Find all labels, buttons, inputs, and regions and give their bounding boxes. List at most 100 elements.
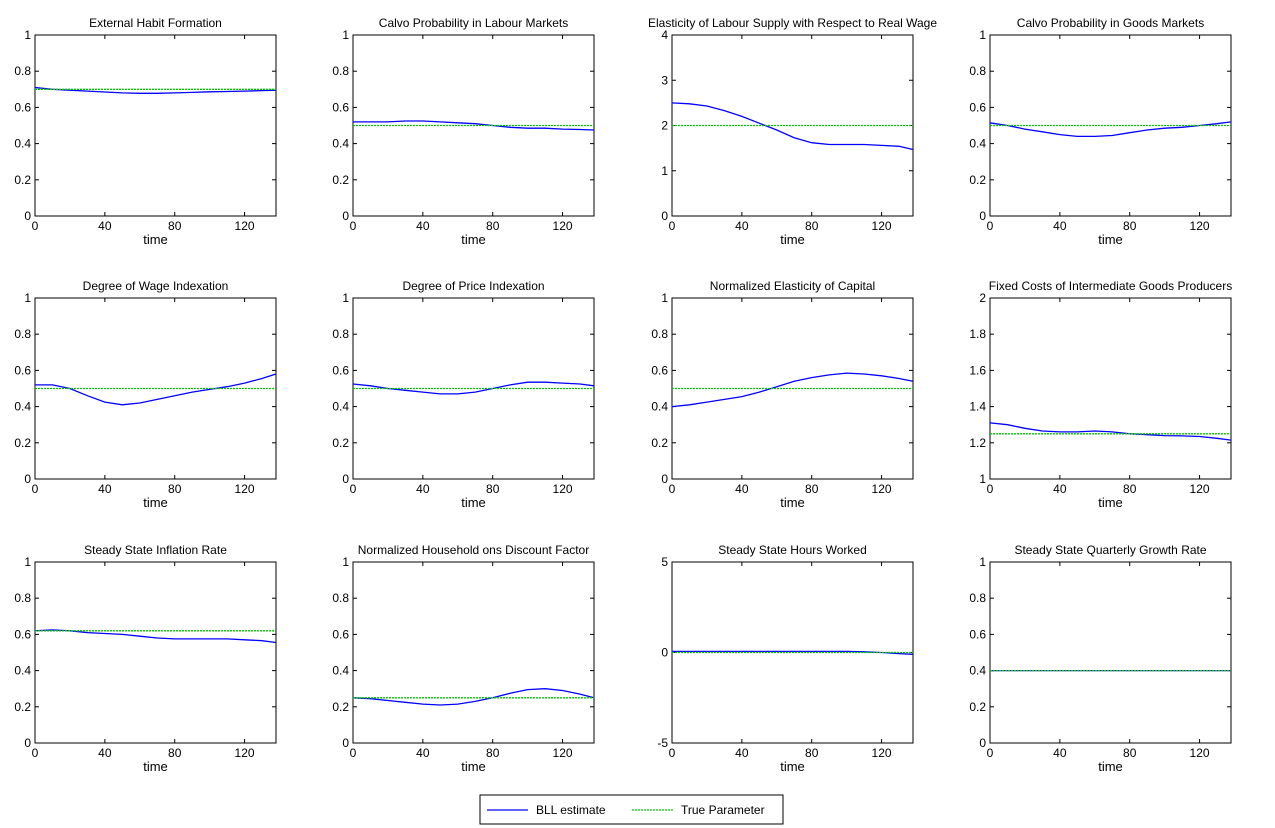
y-tick-label: 0.8 <box>332 64 349 78</box>
x-axis-label: time <box>461 759 486 774</box>
y-tick-label: 0.2 <box>332 436 349 450</box>
y-tick-label: 0.4 <box>332 400 349 414</box>
y-tick-label: 0.2 <box>14 436 31 450</box>
y-tick-label: 0.6 <box>332 363 349 377</box>
x-axis-label: time <box>780 232 805 247</box>
subplot-1: External Habit Formation 0 40 80 120 0 0.2 0.4 0… <box>14 16 277 247</box>
x-tick-label: 120 <box>553 482 573 496</box>
x-tick-label: 80 <box>805 219 819 233</box>
y-tick-label: 0.6 <box>332 100 349 114</box>
y-tick-label: 0.8 <box>332 591 349 605</box>
x-tick-label: 80 <box>168 746 182 760</box>
x-tick-label: 120 <box>235 219 255 233</box>
x-tick-label: 80 <box>486 219 500 233</box>
y-tick-label: 0.6 <box>969 100 986 114</box>
y-tick-label: 5 <box>661 555 668 569</box>
x-tick-label: 120 <box>1190 482 1210 496</box>
y-tick-label: 1 <box>24 28 31 42</box>
y-tick-label: 0.6 <box>14 100 31 114</box>
subplot-title: Degree of Wage Indexation <box>83 279 229 293</box>
x-tick-label: 40 <box>1053 482 1067 496</box>
x-tick-label: 0 <box>669 482 676 496</box>
y-tick-label: 1 <box>24 291 31 305</box>
y-tick-label: 0.8 <box>14 591 31 605</box>
subplot-2: Calvo Probability in Labour Markets 0 40 80… <box>332 16 595 247</box>
bll-estimate-line <box>35 373 277 406</box>
x-axis-label: time <box>1098 232 1123 247</box>
axes-box <box>352 561 595 744</box>
x-axis-label: time <box>461 495 486 510</box>
y-tick-label: 1 <box>342 291 349 305</box>
x-tick-label: 80 <box>1123 219 1137 233</box>
x-tick-label: 0 <box>669 746 676 760</box>
y-tick-label: 1 <box>979 28 986 42</box>
x-tick-label: 40 <box>98 482 112 496</box>
x-tick-label: 80 <box>1123 746 1137 760</box>
x-tick-label: 120 <box>1190 746 1210 760</box>
x-tick-label: 0 <box>350 219 357 233</box>
axes-box <box>34 561 277 744</box>
x-tick-label: 120 <box>872 482 892 496</box>
x-axis-label: time <box>780 759 805 774</box>
subplot-title: Normalized Household ons Discount Factor <box>358 543 589 557</box>
y-tick-label: 0.2 <box>651 436 668 450</box>
x-axis-label: time <box>1098 495 1123 510</box>
x-tick-label: 40 <box>735 746 749 760</box>
subplot-title: Steady State Hours Worked <box>718 543 867 557</box>
bll-estimate-line <box>672 650 914 655</box>
subplot-3: Elasticity of Labour Supply with Respect… <box>648 16 937 247</box>
y-tick-label: 1 <box>24 555 31 569</box>
x-tick-label: 0 <box>350 482 357 496</box>
x-tick-label: 0 <box>987 746 994 760</box>
legend-box <box>479 794 784 825</box>
x-tick-label: 40 <box>1053 219 1067 233</box>
x-tick-label: 40 <box>735 482 749 496</box>
bll-estimate-line <box>989 121 1232 138</box>
y-tick-label: 0.6 <box>332 627 349 641</box>
x-tick-label: 120 <box>872 746 892 760</box>
subplot-title: Normalized Elasticity of Capital <box>710 279 875 293</box>
x-tick-label: 80 <box>805 746 819 760</box>
y-tick-label: 0.2 <box>969 700 986 714</box>
y-tick-label: 0.2 <box>969 173 986 187</box>
subplot-title: Calvo Probability in Goods Markets <box>1017 16 1204 30</box>
y-tick-label: 0 <box>342 472 349 486</box>
y-tick-label: 0.8 <box>969 64 986 78</box>
y-tick-label: 1 <box>979 555 986 569</box>
y-tick-label: 1 <box>661 164 668 178</box>
axes-box <box>989 297 1232 480</box>
x-tick-label: 0 <box>987 219 994 233</box>
x-tick-label: 80 <box>1123 482 1137 496</box>
legend-label-bll-estimate: BLL estimate <box>536 803 606 817</box>
x-tick-label: 0 <box>669 219 676 233</box>
bll-estimate-line <box>989 422 1232 441</box>
x-tick-label: 0 <box>32 746 39 760</box>
y-tick-label: 0.8 <box>14 64 31 78</box>
y-tick-label: 1 <box>661 291 668 305</box>
y-tick-label: 0 <box>24 472 31 486</box>
x-axis-label: time <box>780 495 805 510</box>
subplot-12: Steady State Quarterly Growth Rate 0 40 80 1… <box>969 543 1232 774</box>
subplot-9: Steady State Inflation Rate 0 40 80 120 0 0.2 0… <box>14 543 277 774</box>
x-tick-label: 120 <box>872 219 892 233</box>
x-tick-label: 40 <box>98 219 112 233</box>
subplot-title: Steady State Quarterly Growth Rate <box>1014 543 1206 557</box>
y-tick-label: 0.2 <box>332 700 349 714</box>
y-tick-label: 0 <box>24 209 31 223</box>
axes-box <box>34 34 277 217</box>
x-tick-label: 0 <box>32 219 39 233</box>
subplot-6: Degree of Price Indexation 0 40 80 120 0 0.2 0.… <box>332 279 595 510</box>
x-tick-label: 40 <box>735 219 749 233</box>
y-tick-label: 0.4 <box>969 664 986 678</box>
x-tick-label: 120 <box>235 482 255 496</box>
y-tick-label: 2 <box>979 291 986 305</box>
x-axis-label: time <box>143 495 168 510</box>
y-tick-label: 0 <box>342 209 349 223</box>
y-tick-label: 0.2 <box>14 173 31 187</box>
subplot-title: Steady State Inflation Rate <box>84 543 227 557</box>
y-tick-label: 0.4 <box>969 137 986 151</box>
x-axis-label: time <box>143 759 168 774</box>
bll-estimate-line <box>671 102 914 151</box>
subplot-4: Calvo Probability in Goods Markets 0 40 80 1… <box>969 16 1232 247</box>
